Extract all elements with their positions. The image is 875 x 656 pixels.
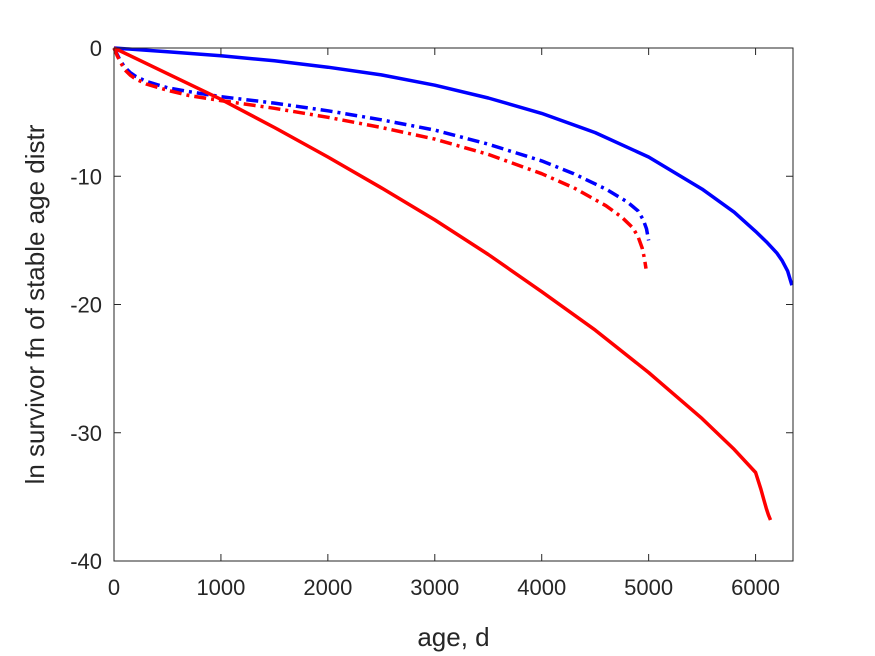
series-line-4 xyxy=(113,46,773,521)
x-tick-label: 2000 xyxy=(303,575,352,600)
x-tick-label: 6000 xyxy=(731,575,780,600)
x-tick-label: 1000 xyxy=(196,575,245,600)
y-axis-label: ln survivor fn of stable age distr xyxy=(20,124,50,484)
series-line-2 xyxy=(112,47,651,241)
y-tick-label: 0 xyxy=(90,36,102,61)
x-tick-label: 5000 xyxy=(624,575,673,600)
x-axis-label: age, d xyxy=(417,622,489,652)
x-tick-label: 3000 xyxy=(410,575,459,600)
series-line-1 xyxy=(113,46,794,286)
y-tick-label: -10 xyxy=(70,164,102,189)
y-tick-label: -20 xyxy=(70,293,102,318)
x-tick-label: 0 xyxy=(108,575,120,600)
series-line-3 xyxy=(112,47,648,269)
axis-ticks: 0 1000 2000 3000 4000 5000 6000 0 -10 -20 -30 -40 xyxy=(70,36,793,600)
y-tick-label: -30 xyxy=(70,421,102,446)
x-tick-label: 4000 xyxy=(517,575,566,600)
plot-lines xyxy=(112,46,794,521)
y-tick-label: -40 xyxy=(70,549,102,574)
